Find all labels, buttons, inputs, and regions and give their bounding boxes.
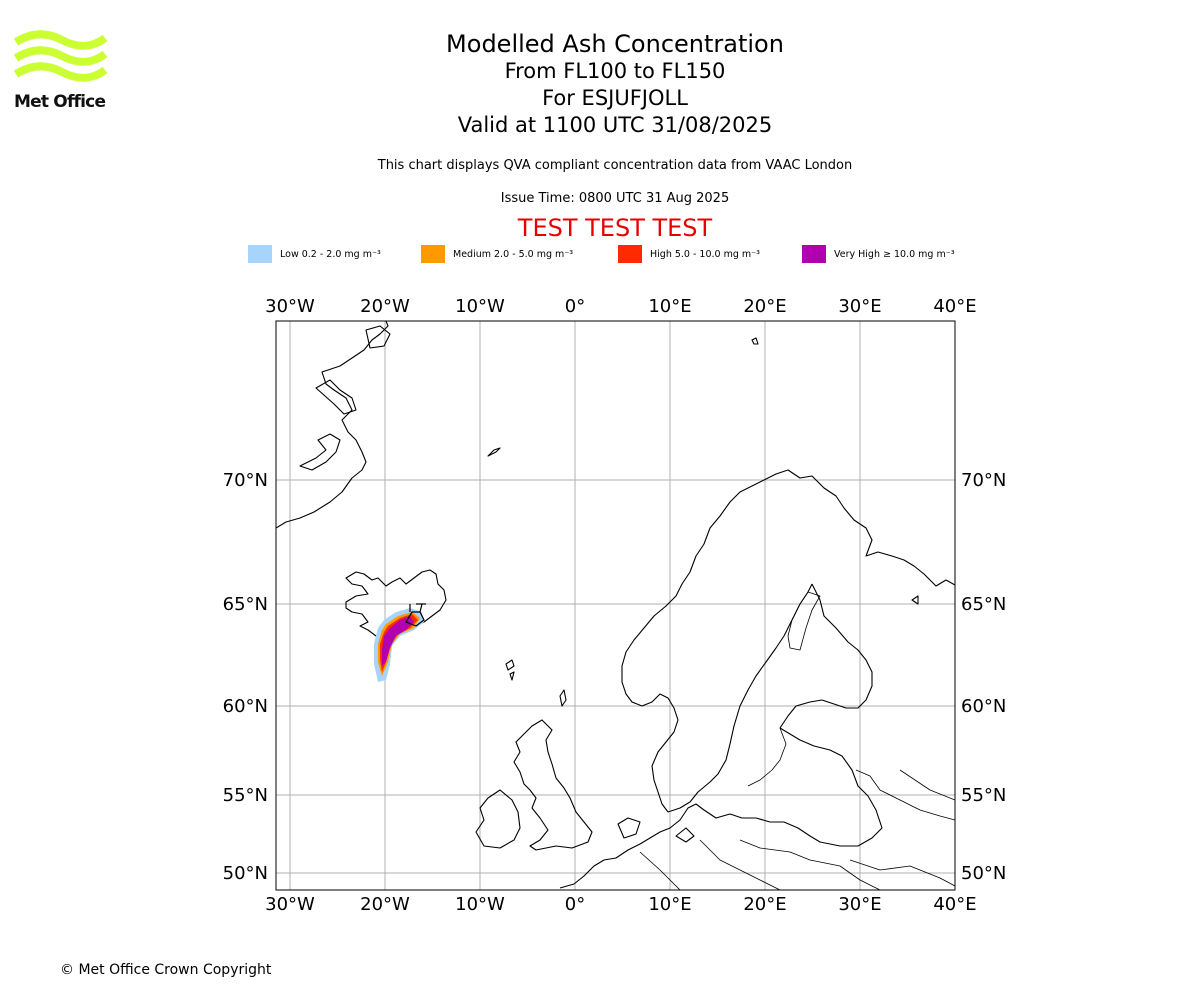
legend-label: Medium 2.0 - 5.0 mg m⁻³ xyxy=(453,248,574,260)
legend-swatch xyxy=(421,245,445,263)
ireland-coast xyxy=(475,789,521,849)
met-office-logo-icon xyxy=(13,30,108,82)
title-line-4: Valid at 1100 UTC 31/08/2025 xyxy=(457,113,773,137)
lat-label-left: 55°N xyxy=(223,785,268,806)
title-line-3: For ESJUFJOLL xyxy=(542,86,688,110)
lon-label-bottom: 40°E xyxy=(933,894,976,915)
chart-titles: Modelled Ash Concentration From FL100 to… xyxy=(0,30,1200,139)
lon-label-bottom: 30°E xyxy=(838,894,881,915)
legend-item-very-high: Very High ≥ 10.0 mg m⁻³ xyxy=(802,244,955,264)
copyright: © Met Office Crown Copyright xyxy=(60,962,272,978)
baltic-coast xyxy=(559,727,883,889)
great-britain-coast xyxy=(513,719,593,851)
lon-label-top: 10°W xyxy=(455,296,505,317)
map-frame xyxy=(275,320,956,891)
lon-label-bottom: 20°E xyxy=(743,894,786,915)
ash-plume xyxy=(374,608,424,682)
lon-label-bottom: 10°W xyxy=(455,894,505,915)
lon-label-top: 40°E xyxy=(933,296,976,317)
lat-label-right: 60°N xyxy=(961,696,1006,717)
lon-label-bottom: 20°W xyxy=(360,894,410,915)
lat-label-left: 60°N xyxy=(223,696,268,717)
lat-label-left: 50°N xyxy=(223,863,268,884)
brand-name: Met Office xyxy=(14,92,106,112)
test-banner: TEST TEST TEST xyxy=(517,214,713,242)
lon-label-top: 20°E xyxy=(743,296,786,317)
lat-label-right: 70°N xyxy=(961,470,1006,491)
legend-label: Very High ≥ 10.0 mg m⁻³ xyxy=(834,248,955,260)
lon-label-bottom: 30°W xyxy=(265,894,315,915)
legend-swatch xyxy=(248,245,272,263)
legend-item-medium: Medium 2.0 - 5.0 mg m⁻³ xyxy=(421,244,573,264)
ash-high-region xyxy=(380,614,418,672)
issue-time: Issue Time: 0800 UTC 31 Aug 2025 xyxy=(500,191,730,206)
iceland-coast xyxy=(345,569,447,639)
title-line-1: Modelled Ash Concentration xyxy=(446,30,784,58)
sweden-coast xyxy=(667,583,813,813)
lon-label-top: 30°E xyxy=(838,296,881,317)
legend-label: Low 0.2 - 2.0 mg m⁻³ xyxy=(280,248,381,260)
lat-label-right: 50°N xyxy=(961,863,1006,884)
lon-label-top: 20°W xyxy=(360,296,410,317)
gridlines xyxy=(276,321,955,890)
lon-label-top: 10°E xyxy=(648,296,691,317)
lat-label-left: 65°N xyxy=(223,594,268,615)
legend-swatch xyxy=(802,245,826,263)
title-line-2: From FL100 to FL150 xyxy=(504,59,726,83)
lon-label-bottom: 10°E xyxy=(648,894,691,915)
legend-swatch xyxy=(618,245,642,263)
finland-coast xyxy=(779,583,873,729)
lon-label-bottom: 0° xyxy=(565,894,585,915)
lat-label-right: 55°N xyxy=(961,785,1006,806)
lon-label-top: 30°W xyxy=(265,296,315,317)
norway-coast xyxy=(621,469,955,813)
legend-label: High 5.0 - 10.0 mg m⁻³ xyxy=(650,248,760,260)
lon-label-top: 0° xyxy=(565,296,585,317)
legend-item-high: High 5.0 - 10.0 mg m⁻³ xyxy=(618,244,760,264)
lat-label-left: 70°N xyxy=(223,470,268,491)
legend-item-low: Low 0.2 - 2.0 mg m⁻³ xyxy=(248,244,381,264)
lat-label-right: 65°N xyxy=(961,594,1006,615)
ash-very-high-region xyxy=(382,616,414,666)
subtitle: This chart displays QVA compliant concen… xyxy=(377,158,853,173)
volcano-area-outline xyxy=(405,603,426,627)
greenland-coast xyxy=(276,321,389,529)
